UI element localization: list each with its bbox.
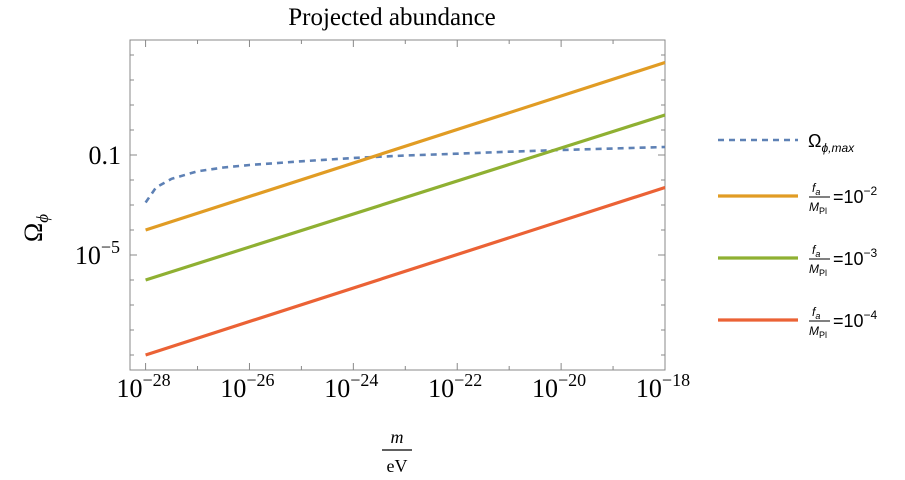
series-group [144, 60, 666, 357]
legend: Ωϕ,max fa MPl =10−2 fa MPl =10−3 fa MPl =10−4 [718, 131, 878, 340]
legend-label-numerator: fa [812, 305, 820, 321]
axis-ticks [130, 40, 666, 370]
series-line-2 [145, 60, 666, 232]
x-tick-label: 10−18 [636, 370, 690, 403]
x-tick-label: 10−22 [428, 370, 482, 403]
y-tick-label: 0.1 [89, 141, 122, 170]
series-line-1 [144, 145, 666, 204]
x-axis-label: m eV [382, 427, 412, 476]
x-tick-label: 10−26 [220, 370, 274, 403]
legend-label-numerator: fa [812, 243, 820, 259]
y-axis-label: Ωϕ [19, 214, 52, 242]
legend-label-numerator: fa [812, 181, 820, 197]
x-tick-labels: 10−28 10−26 10−24 10−22 10−20 10−18 [117, 370, 691, 403]
x-tick-label: 10−28 [117, 370, 171, 403]
x-axis-label-denominator: eV [387, 456, 408, 476]
series-line-3 [145, 113, 666, 282]
legend-label: Ωϕ,max [808, 131, 855, 155]
legend-label-value: =10−4 [833, 308, 878, 331]
chart-title: Projected abundance [288, 4, 496, 31]
legend-label-denominator: MPl [809, 262, 827, 278]
x-tick-label: 10−20 [532, 370, 586, 403]
legend-label-value: =10−2 [833, 184, 878, 207]
x-axis-label-numerator: m [391, 427, 404, 447]
series-line-4 [145, 185, 666, 357]
legend-label-value: =10−3 [833, 246, 878, 269]
x-tick-label: 10−24 [324, 370, 378, 403]
legend-label-denominator: MPl [809, 200, 827, 216]
y-tick-label: 10−5 [75, 237, 120, 270]
y-tick-labels: 0.1 10−5 [75, 141, 121, 270]
legend-label-denominator: MPl [809, 324, 827, 340]
